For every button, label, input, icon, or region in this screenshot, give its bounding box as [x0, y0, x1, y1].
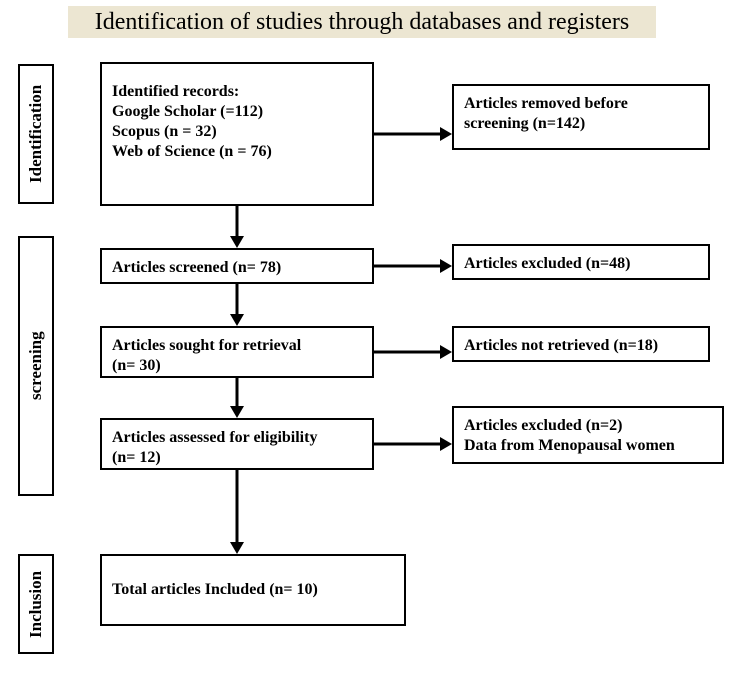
- stage-label-identification: Identification: [18, 64, 54, 204]
- box-articles-screened: Articles screened (n= 78): [100, 248, 374, 284]
- box-not-retrieved: Articles not retrieved (n=18): [452, 326, 710, 362]
- box-articles-excluded-48: Articles excluded (n=48): [452, 244, 710, 280]
- stage-label-screening: screening: [18, 236, 54, 496]
- box-removed-before-screening: Articles removed beforescreening (n=142): [452, 84, 710, 150]
- box-total-included: Total articles Included (n= 10): [100, 554, 406, 626]
- box-sought-for-retrieval: Articles sought for retrieval(n= 30): [100, 326, 374, 378]
- prisma-flowchart: Identification of studies through databa…: [0, 0, 744, 680]
- diagram-title: Identification of studies through databa…: [68, 6, 656, 38]
- box-excluded-2: Articles excluded (n=2)Data from Menopau…: [452, 406, 724, 464]
- box-identified-records: Identified records:Google Scholar (=112)…: [100, 62, 374, 206]
- box-assessed-eligibility: Articles assessed for eligibility(n= 12): [100, 418, 374, 470]
- stage-label-inclusion: Inclusion: [18, 554, 54, 654]
